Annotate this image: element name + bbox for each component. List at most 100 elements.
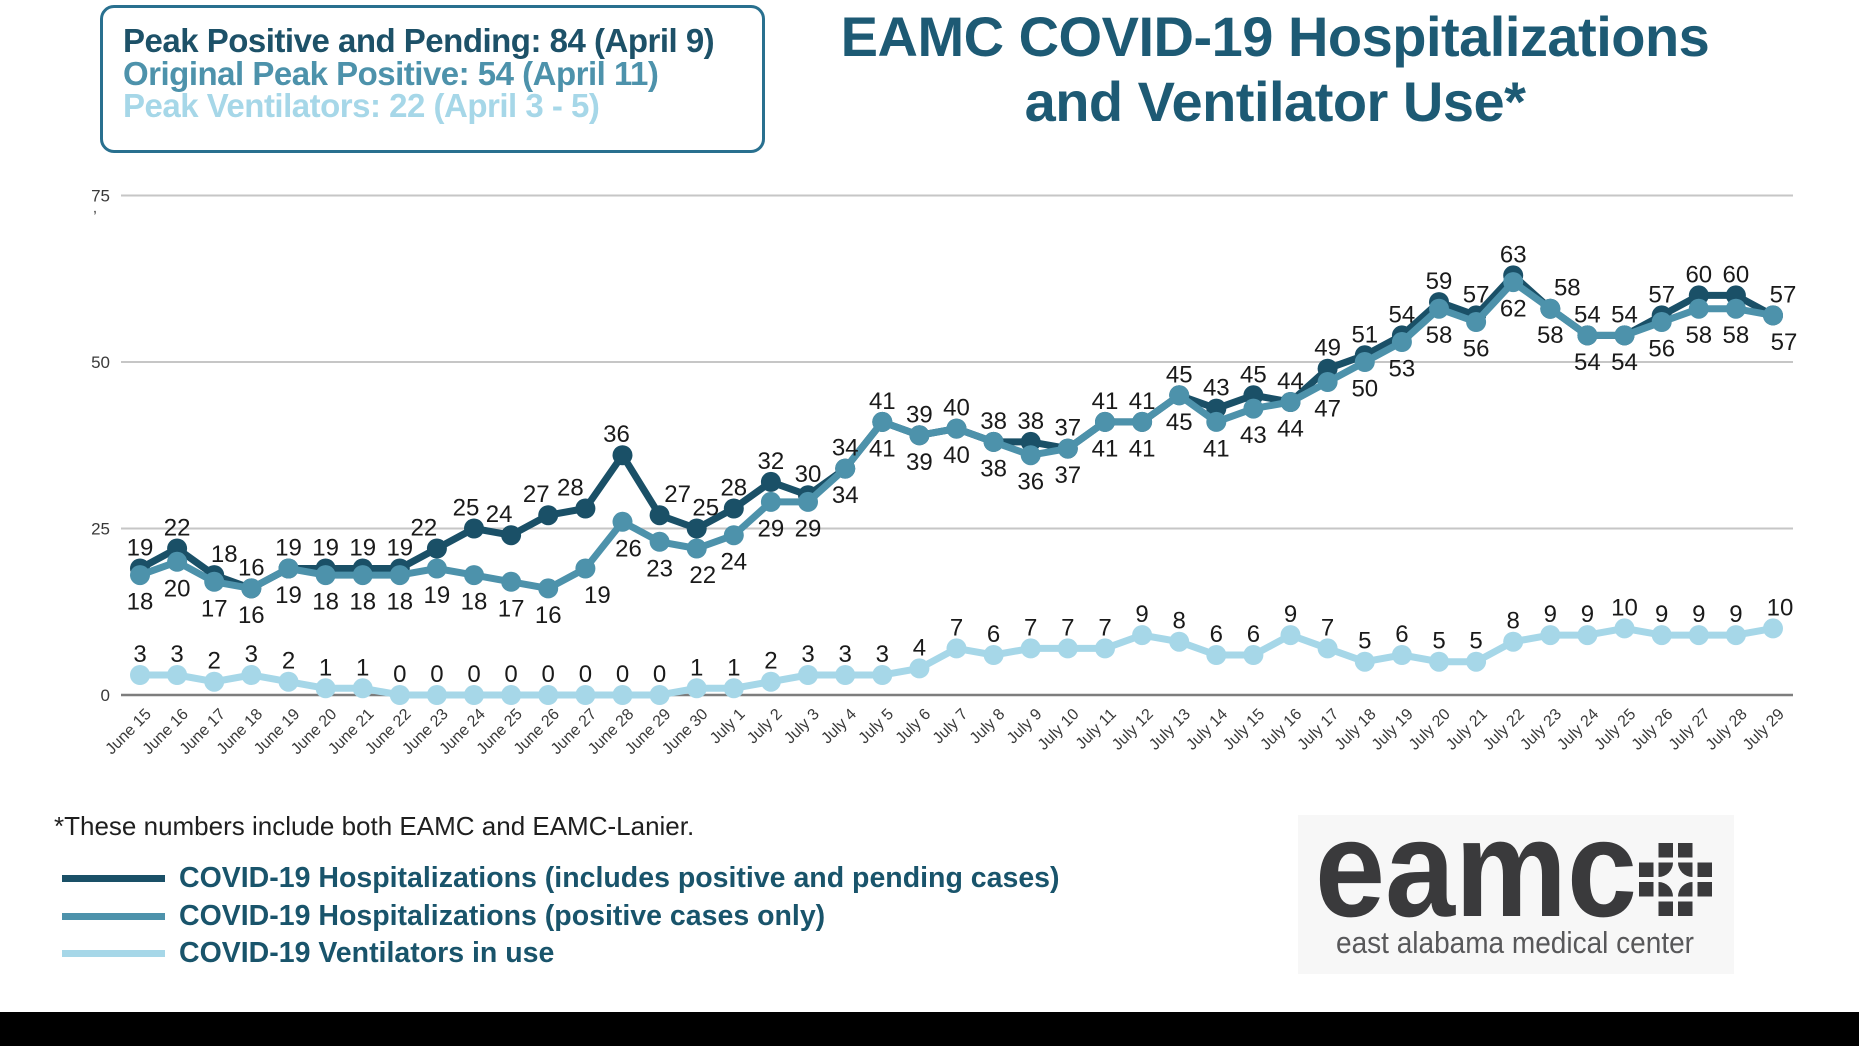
- svg-text:38: 38: [1017, 408, 1044, 435]
- svg-text:July 10: July 10: [1035, 706, 1083, 754]
- svg-text:54: 54: [1611, 349, 1638, 376]
- svg-text:19: 19: [312, 535, 339, 562]
- svg-text:9: 9: [1655, 601, 1668, 628]
- svg-text:19: 19: [127, 535, 154, 562]
- svg-text:41: 41: [1129, 388, 1156, 415]
- svg-text:37: 37: [1054, 462, 1081, 489]
- svg-text:20: 20: [164, 575, 191, 602]
- svg-text:30: 30: [795, 461, 822, 488]
- svg-text:22: 22: [411, 515, 438, 542]
- svg-text:44: 44: [1277, 368, 1304, 395]
- svg-text:19: 19: [386, 535, 413, 562]
- svg-text:19: 19: [584, 582, 611, 609]
- svg-text:3: 3: [245, 641, 258, 668]
- svg-text:16: 16: [238, 554, 265, 581]
- svg-text:5: 5: [1469, 628, 1482, 655]
- svg-text:July 2: July 2: [744, 706, 786, 748]
- svg-text:27: 27: [664, 481, 691, 508]
- svg-text:5: 5: [1432, 628, 1445, 655]
- svg-text:2: 2: [208, 648, 221, 675]
- svg-text:1: 1: [319, 654, 332, 681]
- svg-text:44: 44: [1277, 416, 1304, 443]
- svg-text:3: 3: [170, 641, 183, 668]
- svg-text:7: 7: [1098, 614, 1111, 641]
- svg-text:10: 10: [1611, 594, 1638, 621]
- svg-text:0: 0: [504, 661, 517, 688]
- svg-text:8: 8: [1507, 608, 1520, 635]
- svg-text:38: 38: [980, 455, 1007, 482]
- svg-text:7: 7: [950, 614, 963, 641]
- svg-text:July 3: July 3: [781, 706, 823, 748]
- svg-text:0: 0: [616, 661, 629, 688]
- svg-text:29: 29: [795, 515, 822, 542]
- svg-text:60: 60: [1723, 261, 1750, 288]
- svg-text:57: 57: [1648, 281, 1675, 308]
- svg-text:2: 2: [282, 648, 295, 675]
- svg-text:16: 16: [238, 602, 265, 629]
- svg-text:60: 60: [1685, 261, 1712, 288]
- svg-text:54: 54: [1574, 301, 1601, 328]
- svg-text:18: 18: [349, 589, 376, 616]
- svg-text:22: 22: [689, 562, 716, 589]
- svg-text:29: 29: [758, 515, 785, 542]
- svg-text:7: 7: [1024, 614, 1037, 641]
- svg-text:24: 24: [720, 549, 747, 576]
- svg-text:6: 6: [1395, 621, 1408, 648]
- svg-text:0: 0: [430, 661, 443, 688]
- svg-text:10: 10: [1767, 594, 1794, 621]
- svg-text:23: 23: [646, 555, 673, 582]
- svg-text:34: 34: [832, 482, 859, 509]
- svg-text:18: 18: [386, 589, 413, 616]
- svg-text:0: 0: [393, 661, 406, 688]
- svg-text:40: 40: [943, 395, 970, 422]
- svg-text:26: 26: [615, 535, 642, 562]
- svg-text:3: 3: [876, 641, 889, 668]
- svg-text:28: 28: [557, 475, 584, 502]
- svg-text:3: 3: [839, 641, 852, 668]
- svg-text:43: 43: [1203, 375, 1230, 402]
- svg-text:6: 6: [1210, 621, 1223, 648]
- svg-text:45: 45: [1240, 361, 1267, 388]
- svg-text:9: 9: [1692, 601, 1705, 628]
- svg-text:57: 57: [1770, 281, 1797, 308]
- svg-text:July 5: July 5: [856, 706, 898, 748]
- svg-text:7: 7: [1061, 614, 1074, 641]
- svg-text:8: 8: [1173, 608, 1186, 635]
- svg-text:19: 19: [275, 535, 302, 562]
- svg-text:9: 9: [1729, 601, 1742, 628]
- svg-text:58: 58: [1554, 275, 1581, 302]
- svg-text:1: 1: [690, 654, 703, 681]
- svg-text:1: 1: [727, 654, 740, 681]
- svg-text:47: 47: [1314, 396, 1341, 423]
- svg-text:25: 25: [453, 495, 480, 522]
- svg-text:57: 57: [1771, 329, 1798, 356]
- svg-text:July 8: July 8: [967, 706, 1009, 748]
- svg-text:19: 19: [349, 535, 376, 562]
- svg-text:34: 34: [832, 435, 859, 462]
- svg-text:54: 54: [1611, 301, 1638, 328]
- svg-text:July 29: July 29: [1740, 706, 1788, 754]
- svg-text:41: 41: [1129, 435, 1156, 462]
- svg-text:45: 45: [1166, 409, 1193, 436]
- svg-text:19: 19: [424, 582, 451, 609]
- svg-text:58: 58: [1685, 322, 1712, 349]
- svg-text:July 7: July 7: [930, 706, 972, 748]
- svg-text:July 1: July 1: [707, 706, 749, 748]
- svg-text:56: 56: [1463, 336, 1490, 363]
- svg-text:27: 27: [523, 481, 550, 508]
- svg-text:0: 0: [101, 686, 110, 705]
- svg-text:6: 6: [987, 621, 1000, 648]
- svg-text:39: 39: [906, 401, 933, 428]
- svg-text:40: 40: [943, 442, 970, 469]
- svg-text:54: 54: [1389, 301, 1416, 328]
- svg-text:45: 45: [1166, 361, 1193, 388]
- svg-text:16: 16: [535, 602, 562, 629]
- svg-text:19: 19: [275, 582, 302, 609]
- svg-text:57: 57: [1463, 281, 1490, 308]
- svg-text:50: 50: [91, 353, 110, 372]
- svg-text:53: 53: [1389, 356, 1416, 383]
- svg-text:9: 9: [1581, 601, 1594, 628]
- svg-text:32: 32: [758, 448, 785, 475]
- svg-text:,: ,: [93, 200, 97, 217]
- svg-text:58: 58: [1426, 322, 1453, 349]
